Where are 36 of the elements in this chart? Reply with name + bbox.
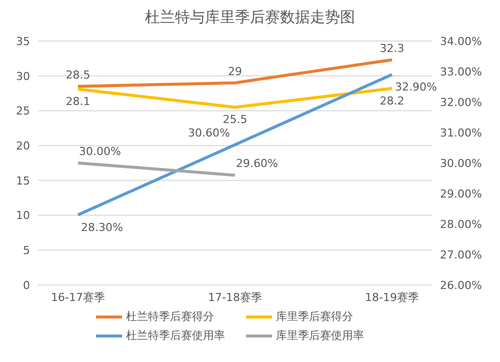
y2-tick-label: 27.00%	[440, 248, 482, 262]
y2-tick-label: 33.00%	[440, 65, 482, 78]
y2-tick-label: 29.00%	[440, 187, 482, 200]
data-label: 29	[228, 64, 242, 78]
x-tick-label: 18-19赛季	[365, 290, 419, 304]
y2-tick-label: 26.00%	[440, 278, 482, 292]
data-label: 30.60%	[188, 126, 230, 140]
legend-label: 杜兰特季后赛使用率	[126, 328, 225, 343]
chart-title: 杜兰特与库里季后赛数据走势图	[144, 8, 356, 27]
y-tick-label: 5	[23, 244, 30, 258]
y-tick-label: 25	[16, 104, 30, 118]
y-tick-label: 20	[16, 139, 30, 152]
data-label: 28.5	[66, 68, 90, 82]
data-label: 28.2	[380, 94, 404, 108]
y2-tick-label: 34.00%	[440, 34, 482, 48]
y2-tick-label: 28.00%	[440, 218, 482, 231]
x-tick-label: 17-18赛季	[208, 290, 262, 304]
y-tick-label: 10	[16, 209, 30, 222]
y2-tick-label: 31.00%	[440, 126, 482, 140]
y2-tick-label: 30.00%	[440, 156, 482, 170]
legend-label: 杜兰特季后赛得分	[126, 309, 214, 324]
y-tick-label: 0	[23, 278, 30, 292]
data-label: 32.90%	[395, 80, 437, 94]
data-label: 28.30%	[81, 220, 123, 234]
legend-label: 库里季后赛得分	[276, 309, 353, 324]
y2-tick-label: 32.00%	[440, 96, 482, 109]
legend-label: 库里季后赛使用率	[276, 328, 364, 343]
y-tick-label: 15	[16, 174, 30, 188]
x-tick-label: 16-17赛季	[51, 290, 105, 304]
y-tick-label: 30	[16, 70, 30, 83]
data-label: 28.1	[66, 95, 90, 108]
data-label: 25.5	[222, 113, 248, 126]
data-label: 29.60%	[236, 157, 278, 170]
data-label: 32.3	[380, 42, 404, 55]
y-tick-label: 35	[16, 34, 30, 48]
data-label: 30.00%	[79, 145, 121, 158]
